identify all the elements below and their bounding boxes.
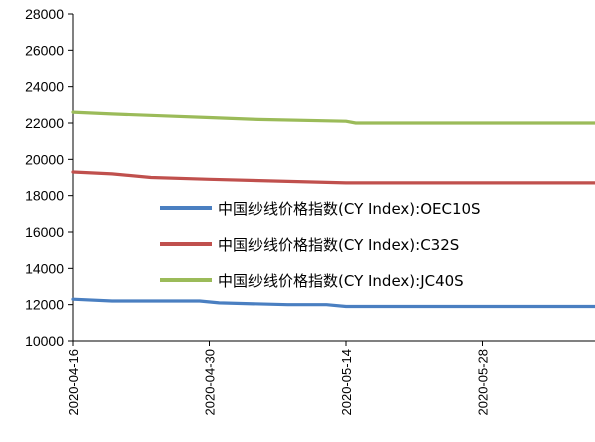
series-line-2 <box>71 110 595 125</box>
x-tick-label: 2020-04-16 <box>66 349 81 416</box>
series-line-0 <box>71 297 595 309</box>
series-layer <box>71 110 595 309</box>
x-tick-label: 2020-04-30 <box>203 349 218 416</box>
legend-label: 中国纱线价格指数(CY Index):OEC10S <box>218 200 481 218</box>
y-tick-label: 28000 <box>25 6 64 22</box>
y-tick-label: 24000 <box>25 79 64 95</box>
y-tick-label: 16000 <box>25 224 64 240</box>
legend-label: 中国纱线价格指数(CY Index):C32S <box>218 236 459 254</box>
chart-legend: 中国纱线价格指数(CY Index):OEC10S 中国纱线价格指数(CY Ind… <box>160 200 481 290</box>
legend-label: 中国纱线价格指数(CY Index):JC40S <box>218 272 464 290</box>
legend-entry-2: 中国纱线价格指数(CY Index):JC40S <box>160 272 464 290</box>
legend-entry-0: 中国纱线价格指数(CY Index):OEC10S <box>160 200 481 218</box>
series-line-1 <box>71 170 595 185</box>
y-tick-label: 14000 <box>25 260 64 276</box>
y-tick-label: 10000 <box>25 333 64 349</box>
x-tick-label: 2020-05-28 <box>476 349 491 416</box>
y-tick-label: 12000 <box>25 297 64 313</box>
y-tick-label: 18000 <box>25 188 64 204</box>
x-tick-label: 2020-05-14 <box>339 349 354 416</box>
y-tick-label: 26000 <box>25 42 64 58</box>
chart-axes: 10000 12000 14000 16000 18000 20000 22000 24000… <box>25 6 595 416</box>
y-tick-label: 22000 <box>25 115 64 131</box>
legend-entry-1: 中国纱线价格指数(CY Index):C32S <box>160 236 459 254</box>
y-tick-label: 20000 <box>25 151 64 167</box>
